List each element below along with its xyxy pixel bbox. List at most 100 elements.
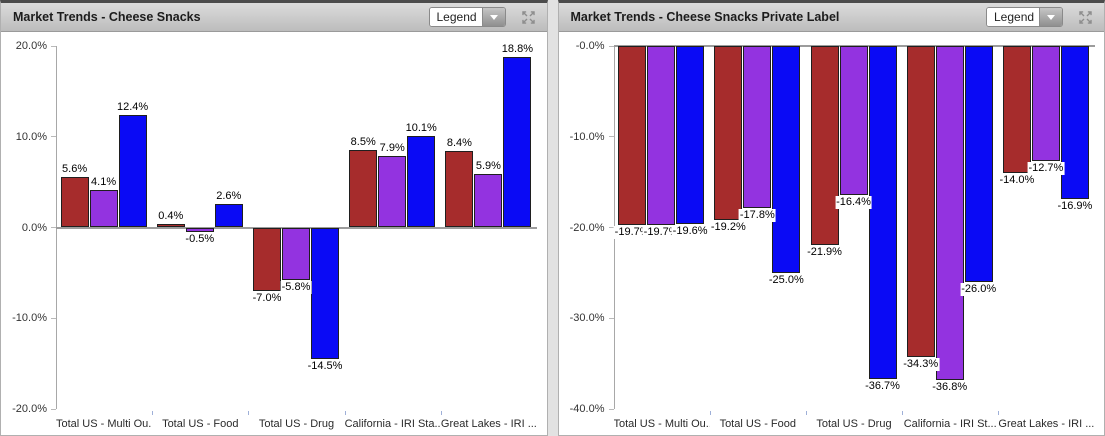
bar-red[interactable]: [810, 46, 839, 245]
bar-purple[interactable]: [1031, 46, 1060, 162]
bar-red[interactable]: [906, 46, 935, 358]
bar-value-label: 0.4%: [157, 209, 185, 223]
y-axis-tick: [51, 317, 56, 319]
dropdown-arrow-icon: [489, 14, 498, 20]
x-axis-category-label: Total US - Multi Ou...: [613, 418, 710, 430]
x-axis-category-label: Total US - Drug: [258, 418, 335, 430]
panel-header: Market Trends - Cheese Snacks Legend: [1, 3, 547, 32]
legend-dropdown-button[interactable]: [481, 8, 505, 26]
bar-purple[interactable]: [474, 173, 503, 228]
bar-blue[interactable]: [676, 46, 705, 224]
bar-value-label: -0.5%: [184, 233, 216, 247]
bar-value-label: 2.6%: [215, 189, 243, 203]
bar-blue[interactable]: [311, 227, 339, 360]
bar-value-label: 8.4%: [445, 137, 473, 151]
category-boundary-tick: [440, 411, 442, 415]
bar-red[interactable]: [253, 227, 281, 292]
bar-value-label: 8.5%: [349, 136, 377, 150]
bar-blue[interactable]: [964, 46, 993, 282]
bar-value-label: -34.3%: [902, 358, 940, 372]
bar-red[interactable]: [445, 151, 474, 228]
x-axis-category-label: Great Lakes - IRI ...: [440, 418, 537, 430]
panel-title: Market Trends - Cheese Snacks Private La…: [570, 10, 840, 24]
category-boundary-tick: [344, 411, 346, 415]
bar-value-label: 10.1%: [404, 121, 438, 135]
y-axis-tick-label: -40.0%: [569, 403, 605, 415]
y-axis-tick-label: -20.0%: [569, 221, 605, 234]
bar-value-label: -12.7%: [1027, 162, 1065, 176]
bar-red[interactable]: [60, 176, 89, 228]
y-axis-tick: [51, 408, 56, 410]
bar-value-label: -36.8%: [931, 380, 969, 394]
category-boundary-tick: [998, 411, 1000, 415]
y-axis-tick-label: -10.0%: [569, 130, 605, 143]
expand-arrows-icon[interactable]: [520, 9, 537, 26]
category-boundary-tick: [805, 411, 807, 415]
bar-purple[interactable]: [89, 190, 118, 228]
bar-blue[interactable]: [214, 203, 243, 228]
bar-chart-cheese-snacks-private-label: -0.0% -10.0% -20.0% -30.0% -40.0% -19.7% -19.7…: [558, 32, 1104, 435]
x-axis-category-label: California - IRI Sta...: [344, 418, 441, 430]
bar-value-label: -14.0%: [998, 174, 1036, 188]
bar-red[interactable]: [156, 223, 185, 228]
x-axis-category-label: Great Lakes - IRI ...: [998, 418, 1095, 430]
y-axis-tick-label: 10.0%: [15, 130, 47, 143]
y-axis-tick-label: 20.0%: [15, 40, 47, 52]
bar-value-label: 18.8%: [500, 42, 534, 56]
category-boundary-tick: [152, 411, 154, 415]
bar-value-label: -19.7%: [642, 225, 680, 239]
y-axis-tick-label: -30.0%: [569, 312, 605, 325]
bar-blue[interactable]: [407, 135, 436, 228]
bar-purple[interactable]: [378, 155, 407, 228]
bar-value-label: -7.0%: [251, 292, 283, 306]
bar-value-label: 7.9%: [378, 141, 406, 155]
bar-red[interactable]: [349, 150, 378, 228]
bar-blue[interactable]: [1060, 46, 1089, 200]
bar-value-label: 5.6%: [61, 162, 89, 176]
bar-blue[interactable]: [503, 56, 532, 228]
bar-value-label: -14.5%: [306, 360, 344, 374]
bar-value-label: -19.7%: [613, 225, 651, 239]
x-axis-category-label: Total US - Food: [719, 418, 796, 430]
y-axis-tick-label: -20.0%: [12, 403, 47, 415]
panel-cheese-snacks: Market Trends - Cheese Snacks Legend 20.…: [0, 0, 548, 436]
bar-value-label: -16.4%: [835, 195, 872, 209]
bar-value-label: -21.9%: [806, 245, 843, 259]
y-axis-tick: [608, 136, 614, 138]
category-boundary-tick: [709, 411, 711, 415]
category-boundary-tick: [248, 411, 250, 415]
bar-value-label: -19.6%: [671, 224, 709, 238]
bar-value-label: 4.1%: [90, 176, 118, 190]
bar-purple[interactable]: [935, 46, 964, 380]
bar-blue[interactable]: [772, 46, 801, 273]
bar-red[interactable]: [1002, 46, 1031, 174]
bar-purple[interactable]: [647, 46, 676, 225]
expand-arrows-icon[interactable]: [1077, 9, 1094, 26]
bar-purple[interactable]: [282, 227, 310, 281]
bar-value-label: 5.9%: [474, 159, 502, 173]
y-axis-tick-label: -10.0%: [12, 312, 47, 325]
bar-value-label: -26.0%: [960, 282, 998, 296]
legend-dropdown[interactable]: Legend: [428, 7, 506, 27]
bar-purple[interactable]: [839, 46, 868, 195]
y-axis-tick: [608, 227, 614, 228]
bar-value-label: -25.0%: [767, 273, 805, 287]
bar-red[interactable]: [618, 46, 647, 225]
panel-header: Market Trends - Cheese Snacks Private La…: [558, 3, 1104, 32]
x-axis-category-label: Total US - Drug: [816, 418, 892, 430]
bar-blue[interactable]: [118, 114, 147, 228]
bar-value-label: -36.7%: [864, 380, 901, 394]
y-axis-tick: [51, 136, 56, 138]
x-axis-category-label: Total US - Food: [162, 418, 239, 430]
legend-dropdown-label: Legend: [429, 8, 482, 26]
legend-dropdown[interactable]: Legend: [986, 7, 1063, 27]
y-axis-tick: [51, 227, 56, 228]
legend-dropdown-button[interactable]: [1039, 8, 1062, 26]
bar-blue[interactable]: [868, 46, 897, 380]
bar-purple[interactable]: [743, 46, 772, 208]
bar-red[interactable]: [714, 46, 743, 221]
bar-value-label: -5.8%: [280, 281, 312, 295]
y-axis-tick: [608, 408, 614, 410]
bar-purple[interactable]: [185, 227, 214, 233]
